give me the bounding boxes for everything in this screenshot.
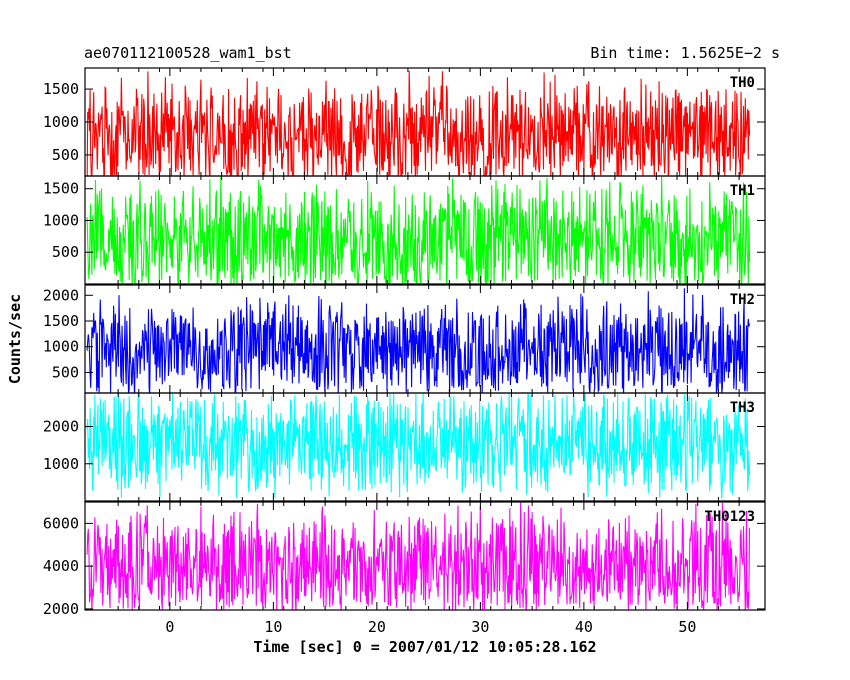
y-tick-label: 2000	[43, 418, 79, 436]
x-axis-label: Time [sec] 0 = 2007/01/12 10:05:28.162	[253, 638, 597, 656]
panel-frame	[84, 392, 766, 502]
panel-label: TH0	[730, 75, 755, 91]
x-tick-label: 20	[368, 618, 386, 636]
y-tick-label: 1000	[43, 211, 79, 229]
y-tick-label: 1000	[43, 113, 79, 131]
panel-th0123: 2000 4000 6000 TH0123 0 10 20 30 40 50	[43, 501, 766, 636]
y-tick-label: 500	[52, 243, 79, 261]
panel-th3: 1000 2000 TH3	[43, 392, 766, 502]
file-title: ae070112100528_wam1_bst	[84, 44, 292, 62]
y-tick-label: 500	[52, 363, 79, 381]
panel-label: TH0123	[704, 509, 755, 525]
y-tick-label: 2000	[43, 600, 79, 618]
y-tick-label: 1500	[43, 180, 79, 198]
y-tick-label: 2000	[43, 286, 79, 304]
panel-frame	[84, 501, 766, 611]
y-tick-label: 500	[52, 146, 79, 164]
x-tick-label: 50	[678, 618, 696, 636]
x-tick-label: 40	[575, 618, 593, 636]
series-line-th3	[86, 393, 751, 499]
x-tick-label: 30	[471, 618, 489, 636]
series-line-th2	[86, 288, 751, 393]
panel-label: TH2	[730, 292, 755, 308]
y-tick-label: 1500	[43, 312, 79, 330]
bin-time-label: Bin time: 1.5625E−2 s	[590, 44, 780, 62]
panel-label: TH3	[730, 400, 755, 416]
x-tick-label: 0	[165, 618, 174, 636]
y-axis-label: Counts/sec	[6, 293, 24, 385]
y-tick-label: 4000	[43, 557, 79, 575]
panel-th1: 500 1000 1500 TH1	[43, 175, 766, 285]
series-line-th0123	[86, 502, 751, 610]
y-tick-label: 1500	[43, 80, 79, 98]
y-tick-label: 1000	[43, 338, 79, 356]
x-tick-label: 10	[264, 618, 282, 636]
y-tick-label: 1000	[43, 455, 79, 473]
panel-th0: 500 1000 1500 TH0	[43, 67, 766, 177]
panel-th2: 500 1000 1500 2000 TH2	[43, 284, 766, 394]
y-tick-label: 6000	[43, 514, 79, 532]
panel-frame	[84, 175, 766, 285]
series-line-th1	[86, 176, 751, 284]
series-line-th0	[86, 70, 751, 176]
panel-label: TH1	[730, 183, 755, 199]
